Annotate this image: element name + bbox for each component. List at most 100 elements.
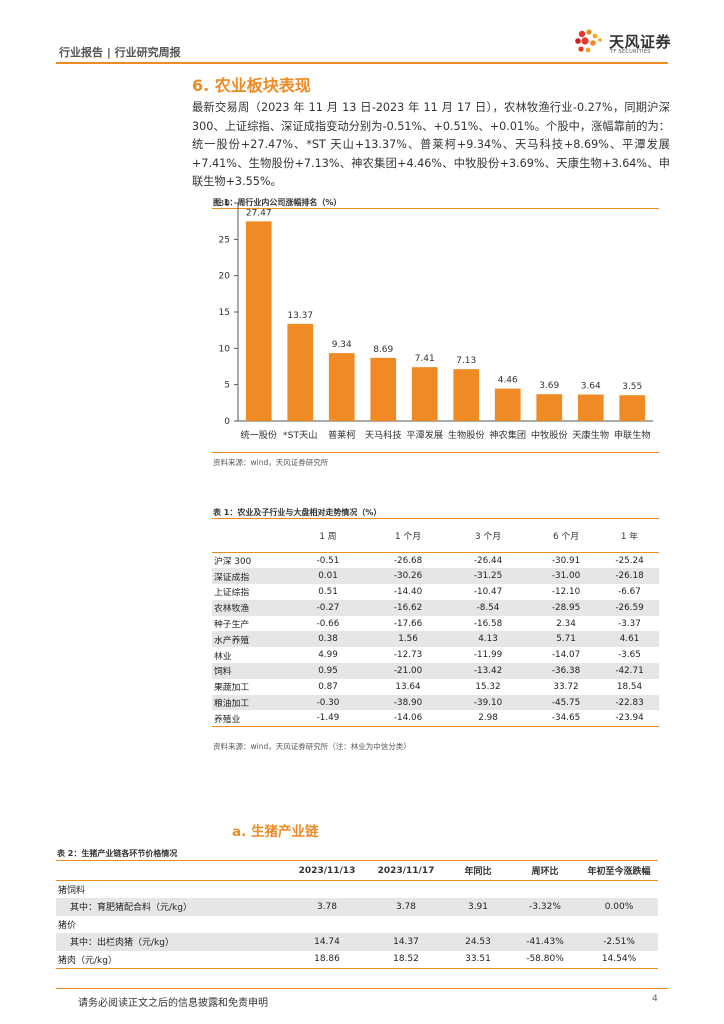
row-label: 猪肉（元/kg） [56, 950, 288, 969]
bar-chart: 0 5 10 15 20 25 30 27.47 统一股份 13.37 *ST天山 9.34 普莱柯 8.… [219, 200, 653, 441]
column-header [212, 518, 284, 553]
table-row: 猪价 [56, 916, 658, 934]
bar [536, 394, 563, 421]
table-cell: 3.78 [366, 898, 446, 916]
column-header: 2023/11/13 [288, 860, 366, 881]
row-label: 其中：育肥猪配合料（元/kg） [56, 898, 288, 916]
table-row: 猪饲料 [56, 881, 658, 899]
table-cell: -23.94 [600, 710, 659, 727]
table-cell: -39.10 [444, 694, 532, 711]
table-cell: -26.59 [600, 599, 659, 616]
row-label: 种子生产 [214, 620, 250, 631]
table-cell: 4.99 [318, 650, 338, 661]
bar-value-label: 3.64 [581, 382, 601, 392]
table-cell: -42.71 [600, 663, 659, 679]
x-category-label: 普莱柯 [328, 429, 356, 441]
table-row: 其中：育肥猪配合料（元/kg） 3.78 3.78 3.91 -3.32% 0.00% [56, 898, 658, 916]
table-cell: -26.18 [600, 568, 659, 585]
table-cell: -12.10 [551, 586, 581, 597]
row-label: 饲料 [212, 663, 284, 679]
y-tick-label: 10 [219, 344, 231, 354]
y-tick-label: 5 [224, 381, 230, 391]
table-cell: -12.73 [393, 650, 423, 661]
table-cell: 2.98 [444, 710, 532, 727]
subsection-title: a. 生猪产业链 [232, 824, 319, 840]
column-header: 1 个月 [372, 518, 444, 553]
table-row: 沪深 300 -0.51 -26.68 -26.44 -30.91 -25.24 [212, 553, 659, 569]
table-row: 其中：出栏肉猪（元/kg） 14.74 14.37 24.53 -41.43% -2.51… [56, 933, 658, 951]
table-cell: 0.01 [284, 568, 372, 585]
table-cell: -34.65 [532, 710, 600, 727]
table-cell: -10.47 [473, 586, 503, 597]
table-cell: 14.54% [580, 950, 658, 969]
row-label: 粮油加工 [212, 694, 284, 711]
bar-value-label: 3.69 [539, 381, 559, 391]
table-cell: -16.58 [473, 618, 503, 629]
table-cell: -16.62 [372, 599, 444, 616]
x-category-label: 平潭发展 [406, 429, 443, 441]
table-cell: -14.06 [372, 710, 444, 727]
report-type-label: 行业报告 | 行业研究周报 [59, 46, 181, 59]
table-row: 果蔬加工 0.87 13.64 15.32 33.72 18.54 [212, 679, 659, 695]
table-cell: -8.54 [444, 599, 532, 616]
table-row: 饲料 0.95 -21.00 -13.42 -36.38 -42.71 [212, 663, 659, 679]
table-cell: -21.00 [372, 663, 444, 679]
table-cell: 0.00% [580, 898, 658, 916]
figure-caption: 图 1：周行业内公司涨幅排名（%） [213, 198, 342, 207]
bar-value-label: 8.69 [373, 345, 393, 355]
x-category-label: 天康生物 [572, 429, 609, 441]
table-cell: -3.37 [618, 618, 641, 629]
y-tick-label: 0 [224, 417, 230, 427]
row-label: 农林牧渔 [212, 599, 284, 616]
y-tick-label: 20 [219, 272, 231, 282]
x-category-label: 统一股份 [240, 429, 277, 441]
page-number: 4 [652, 994, 658, 1004]
row-label: 沪深 300 [214, 557, 252, 568]
table-cell: -22.83 [600, 694, 659, 711]
table-cell: -0.66 [316, 618, 340, 629]
table-cell: 18.54 [616, 681, 643, 692]
table-row: 种子生产 -0.66 -17.66 -16.58 2.34 -3.37 [212, 616, 659, 632]
bar-value-label: 3.55 [622, 382, 642, 392]
bar [370, 357, 397, 421]
logo-chinese-name: 天风证券 [609, 33, 672, 51]
y-tick-label: 25 [219, 235, 230, 245]
table-cell: 18.52 [366, 950, 446, 969]
table-cell: 2.34 [556, 618, 576, 629]
table-cell: -45.75 [532, 694, 600, 711]
y-tick-label: 30 [219, 200, 231, 209]
table-cell: -0.30 [284, 694, 372, 711]
row-label: 养殖业 [212, 710, 284, 727]
header-divider [56, 62, 668, 64]
table-cell: 5.71 [532, 631, 600, 648]
table-cell: -41.43% [510, 933, 580, 951]
bar [287, 323, 314, 421]
row-label: 深证成指 [212, 568, 284, 585]
table2-caption: 表 2：生猪产业链各环节价格情况 [57, 849, 178, 858]
table-cell: 24.53 [446, 933, 510, 951]
table-cell: 0.38 [284, 631, 372, 648]
table1-source: 资料来源：wind，天风证券研究所（注：林业为中信分类） [213, 742, 411, 751]
table-row: 上证综指 0.51 -14.40 -10.47 -12.10 -6.67 [212, 584, 659, 600]
bar [494, 388, 521, 421]
row-label: 水产养殖 [212, 631, 284, 648]
bar-value-label: 4.46 [498, 376, 518, 386]
table-cell: 0.87 [318, 681, 338, 692]
flower-logo-icon [575, 29, 602, 53]
table-cell: -28.95 [532, 599, 600, 616]
footer-disclaimer: 请务必阅读正文之后的信息披露和免责申明 [78, 998, 268, 1009]
table-cell: 33.51 [446, 950, 510, 969]
bar-value-label: 27.47 [246, 208, 272, 218]
section-title: 6. 农业板块表现 [192, 76, 311, 95]
table-cell: 13.64 [395, 681, 421, 692]
row-label: 其中：出栏肉猪（元/kg） [56, 933, 288, 951]
table-row: 养殖业 -1.49 -14.06 2.98 -34.65 -23.94 [212, 710, 659, 727]
x-category-label: 天马科技 [365, 429, 402, 441]
bar [577, 394, 604, 421]
table-cell: 0.95 [284, 663, 372, 679]
table-cell [580, 916, 658, 934]
table-cell: -14.07 [551, 650, 581, 661]
bar [619, 395, 646, 421]
bar-value-label: 13.37 [287, 311, 313, 321]
